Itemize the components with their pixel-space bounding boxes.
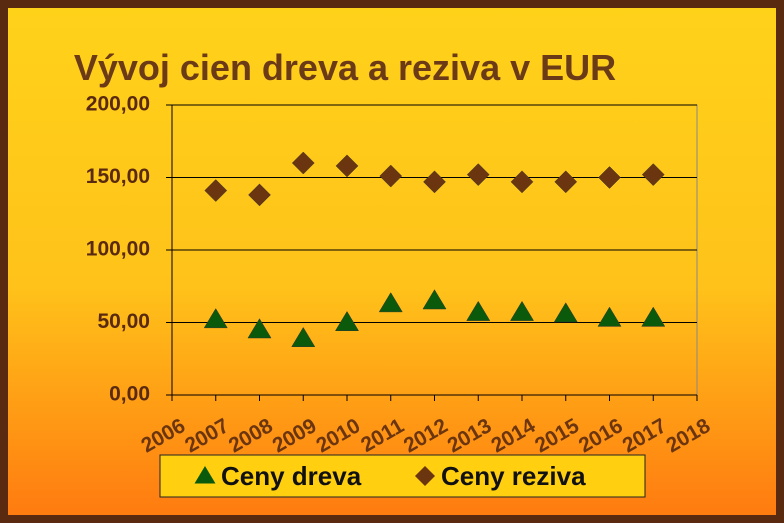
legend-box <box>159 454 646 498</box>
marker <box>598 166 621 189</box>
marker <box>291 326 316 347</box>
marker <box>335 311 359 331</box>
y-tick-label: 150,00 <box>86 165 150 188</box>
marker <box>204 179 228 202</box>
marker <box>641 163 665 186</box>
marker <box>510 170 534 194</box>
marker <box>466 300 491 321</box>
marker <box>554 170 578 194</box>
marker <box>422 289 447 310</box>
marker <box>378 292 403 313</box>
y-tick-label: 50,00 <box>97 310 150 333</box>
legend-marker <box>415 466 435 486</box>
y-tick-label: 200,00 <box>86 93 150 116</box>
marker <box>335 154 359 178</box>
marker <box>291 151 315 175</box>
marker <box>247 318 272 339</box>
marker <box>597 306 622 327</box>
marker <box>510 300 534 321</box>
legend-label: Ceny reziva <box>441 461 586 491</box>
legend-marker <box>194 466 216 484</box>
marker <box>203 308 228 329</box>
legend-label: Ceny dreva <box>221 461 362 491</box>
y-tick-label: 100,00 <box>86 238 150 261</box>
marker <box>248 183 271 207</box>
chart-title: Vývoj cien dreva a reziva v EUR <box>73 47 617 88</box>
marker <box>641 306 666 327</box>
y-tick-label: 0,00 <box>109 383 150 406</box>
marker <box>553 302 578 323</box>
marker <box>423 170 446 194</box>
marker <box>466 163 490 186</box>
marker <box>379 164 403 188</box>
